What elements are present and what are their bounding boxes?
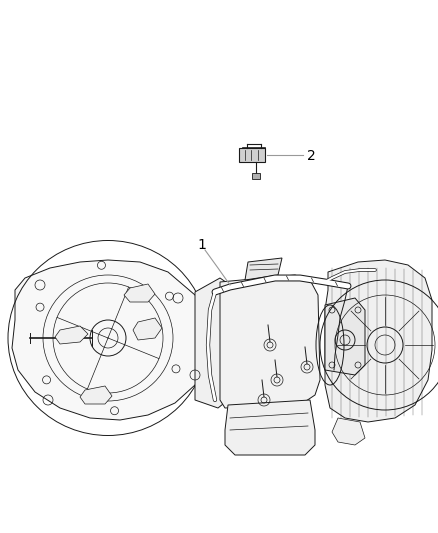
Polygon shape	[225, 400, 315, 455]
Polygon shape	[124, 284, 155, 302]
Text: 1: 1	[198, 238, 206, 252]
FancyBboxPatch shape	[252, 173, 260, 179]
Polygon shape	[245, 258, 282, 280]
Polygon shape	[220, 275, 320, 408]
Polygon shape	[80, 386, 112, 404]
Text: 2: 2	[307, 149, 316, 163]
Polygon shape	[332, 418, 365, 445]
Polygon shape	[325, 298, 365, 375]
Polygon shape	[12, 260, 213, 420]
Polygon shape	[55, 326, 88, 344]
Polygon shape	[195, 278, 232, 408]
FancyBboxPatch shape	[239, 148, 265, 162]
Polygon shape	[325, 260, 432, 422]
Polygon shape	[133, 318, 162, 340]
